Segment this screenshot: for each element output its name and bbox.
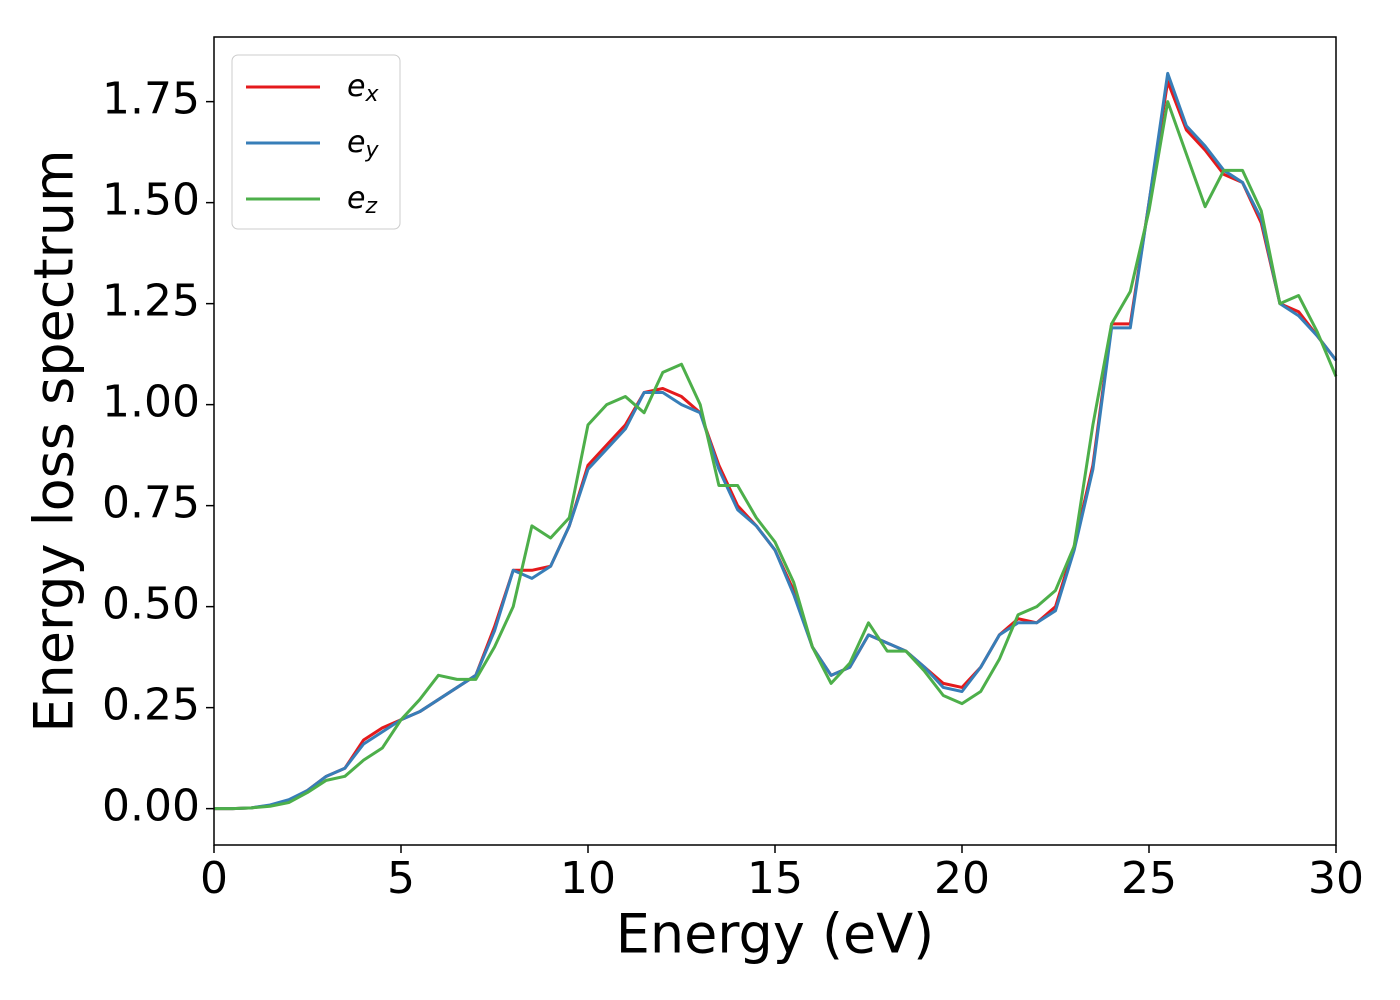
- y-tick-label: 0.00: [102, 781, 200, 832]
- y-tick-label: 1.25: [102, 276, 200, 327]
- legend-label: ez: [347, 181, 377, 220]
- legend-label: ey: [347, 125, 379, 164]
- x-tick-label: 20: [934, 853, 990, 904]
- x-tick-label: 10: [560, 853, 616, 904]
- x-tick-label: 15: [747, 853, 803, 904]
- y-tick-label: 1.00: [102, 377, 200, 428]
- y-tick-label: 0.75: [102, 478, 200, 529]
- y-axis-label: Energy loss spectrum: [23, 149, 86, 732]
- series-line: [214, 100, 1338, 811]
- legend-label: ex: [347, 69, 379, 108]
- x-axis-label: Energy (eV): [616, 903, 935, 966]
- y-tick-label: 1.75: [102, 74, 200, 125]
- y-tick-label: 1.50: [102, 175, 200, 226]
- y-tick-label: 0.25: [102, 680, 200, 731]
- y-tick-label: 0.50: [102, 579, 200, 630]
- plot-frame: [213, 36, 1337, 846]
- x-tick-label: 0: [200, 853, 228, 904]
- x-tick-label: 25: [1121, 853, 1177, 904]
- x-tick-label: 5: [387, 853, 415, 904]
- x-tick-label: 30: [1308, 853, 1364, 904]
